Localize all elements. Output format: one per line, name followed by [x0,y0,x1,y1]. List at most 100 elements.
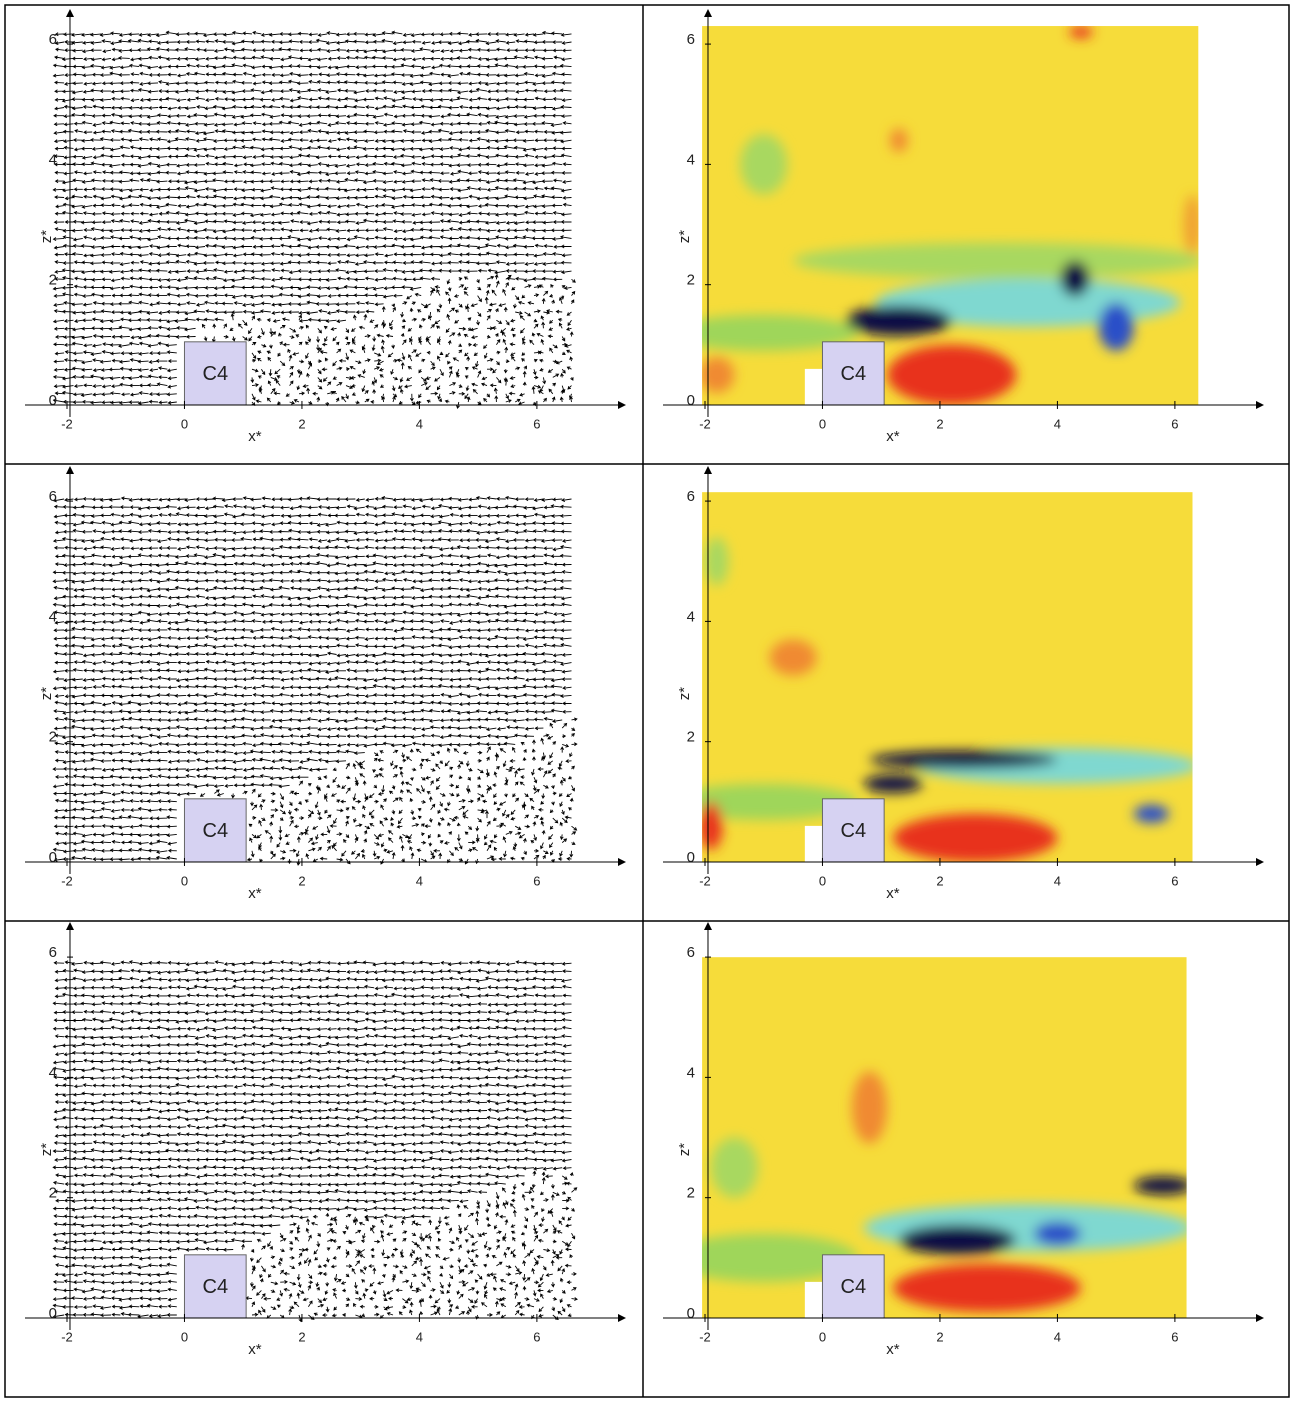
blank [805,1282,823,1318]
contour-blob [870,751,1058,769]
y-tick-label: 0 [687,392,695,409]
contour-blob [1034,1222,1081,1246]
y-tick-label: 2 [49,729,57,746]
x-tick-label: 2 [936,873,943,888]
contour-blob [893,814,1057,862]
x-tick-label: -2 [61,416,73,431]
block-label: C4 [841,363,867,385]
y-axis-label: z* [38,230,55,244]
contour-blob [852,1071,887,1143]
x-tick-label: 4 [416,1329,423,1344]
contour-blob [864,775,923,793]
y-tick-label: 4 [687,151,695,168]
x-axis-label: x* [248,885,262,902]
y-tick-label: 0 [687,1305,695,1322]
panel: C4-202460246x*z* [25,467,625,902]
contour-blob [1099,303,1134,351]
x-axis-label: x* [886,885,900,902]
panel: C4 -2 0 2 4 6 0 2 4 6 x* z* [663,923,1263,1358]
x-axis-label: x* [248,428,262,445]
y-tick-label: 6 [687,944,695,961]
x-tick-label: -2 [699,1329,711,1344]
y-tick-label: 2 [49,272,57,289]
blank [805,369,823,405]
x-tick-label: 4 [1054,1329,1061,1344]
x-tick-label: 0 [819,873,826,888]
contour-blob [740,134,787,194]
x-tick-label: 2 [298,416,305,431]
x-tick-label: 6 [533,1329,540,1344]
x-tick-label: 6 [1171,416,1178,431]
x-tick-label: -2 [699,416,711,431]
y-tick-label: 0 [687,849,695,866]
x-tick-label: 4 [1054,416,1061,431]
panel: C4-202460246x*z* [663,10,1263,445]
contour-blob [705,537,728,585]
contour-map [670,26,1204,405]
vector-field [53,31,575,408]
y-tick-label: 6 [49,944,57,961]
blank [805,826,823,862]
contour-blob [890,128,908,152]
x-tick-label: -2 [61,1329,73,1344]
y-tick-label: 6 [49,488,57,505]
contour-blob [899,1225,1016,1255]
y-tick-label: 4 [49,608,57,625]
x-tick-label: 0 [819,416,826,431]
contour-blob [699,357,734,393]
x-tick-label: -2 [699,873,711,888]
x-axis-label: x* [886,428,900,445]
y-tick-label: 6 [687,31,695,48]
y-tick-label: 0 [49,392,57,409]
contour-blob [887,345,1016,405]
contour-map [670,957,1193,1318]
y-tick-label: 2 [49,1185,57,1202]
x-tick-label: 6 [533,416,540,431]
x-tick-label: 2 [936,416,943,431]
contour-blob [893,1264,1081,1312]
y-tick-label: 2 [687,1185,695,1202]
y-tick-label: 0 [49,1305,57,1322]
y-axis-label: z* [676,230,693,244]
x-tick-label: 2 [298,873,305,888]
y-tick-label: 4 [49,151,57,168]
block-label: C4 [203,820,229,842]
x-tick-label: 0 [819,1329,826,1344]
vector-field [53,496,577,865]
contour-blob [770,639,817,675]
contour-blob [711,1138,758,1198]
contour-map [670,492,1198,862]
x-tick-label: 0 [181,1329,188,1344]
contour-blob [699,802,722,850]
x-axis-label: x* [248,1341,262,1358]
x-tick-label: 4 [416,416,423,431]
y-axis-label: z* [38,1143,55,1157]
x-tick-label: 0 [181,416,188,431]
contour-blob [1134,1177,1193,1195]
figure: C4 -2 0 2 4 6 0 2 4 6 x* z* C4 -2 0 2 4 6 0 2 4 6 x* z* C4 -2 0 2 4 6… [0,0,1290,1398]
panel: C4 -2 0 2 4 6 0 2 4 6 x* z* [25,10,625,445]
y-tick-label: 6 [49,31,57,48]
y-axis-label: z* [38,687,55,701]
x-tick-label: 4 [1054,873,1061,888]
x-tick-label: 6 [1171,873,1178,888]
block-label: C4 [203,363,229,385]
y-axis-label: z* [676,1143,693,1157]
contour-blob [846,306,952,336]
contour-blob [1069,26,1092,38]
y-tick-label: 4 [687,1064,695,1081]
block-label: C4 [841,1276,867,1298]
y-tick-label: 4 [687,608,695,625]
contour-blob [1134,805,1169,823]
x-tick-label: 4 [416,873,423,888]
x-tick-label: 6 [533,873,540,888]
x-tick-label: 2 [936,1329,943,1344]
x-axis-label: x* [886,1341,900,1358]
x-tick-label: 6 [1171,1329,1178,1344]
vector-field [53,961,577,1322]
y-tick-label: 2 [687,729,695,746]
x-tick-label: 2 [298,1329,305,1344]
y-tick-label: 4 [49,1064,57,1081]
